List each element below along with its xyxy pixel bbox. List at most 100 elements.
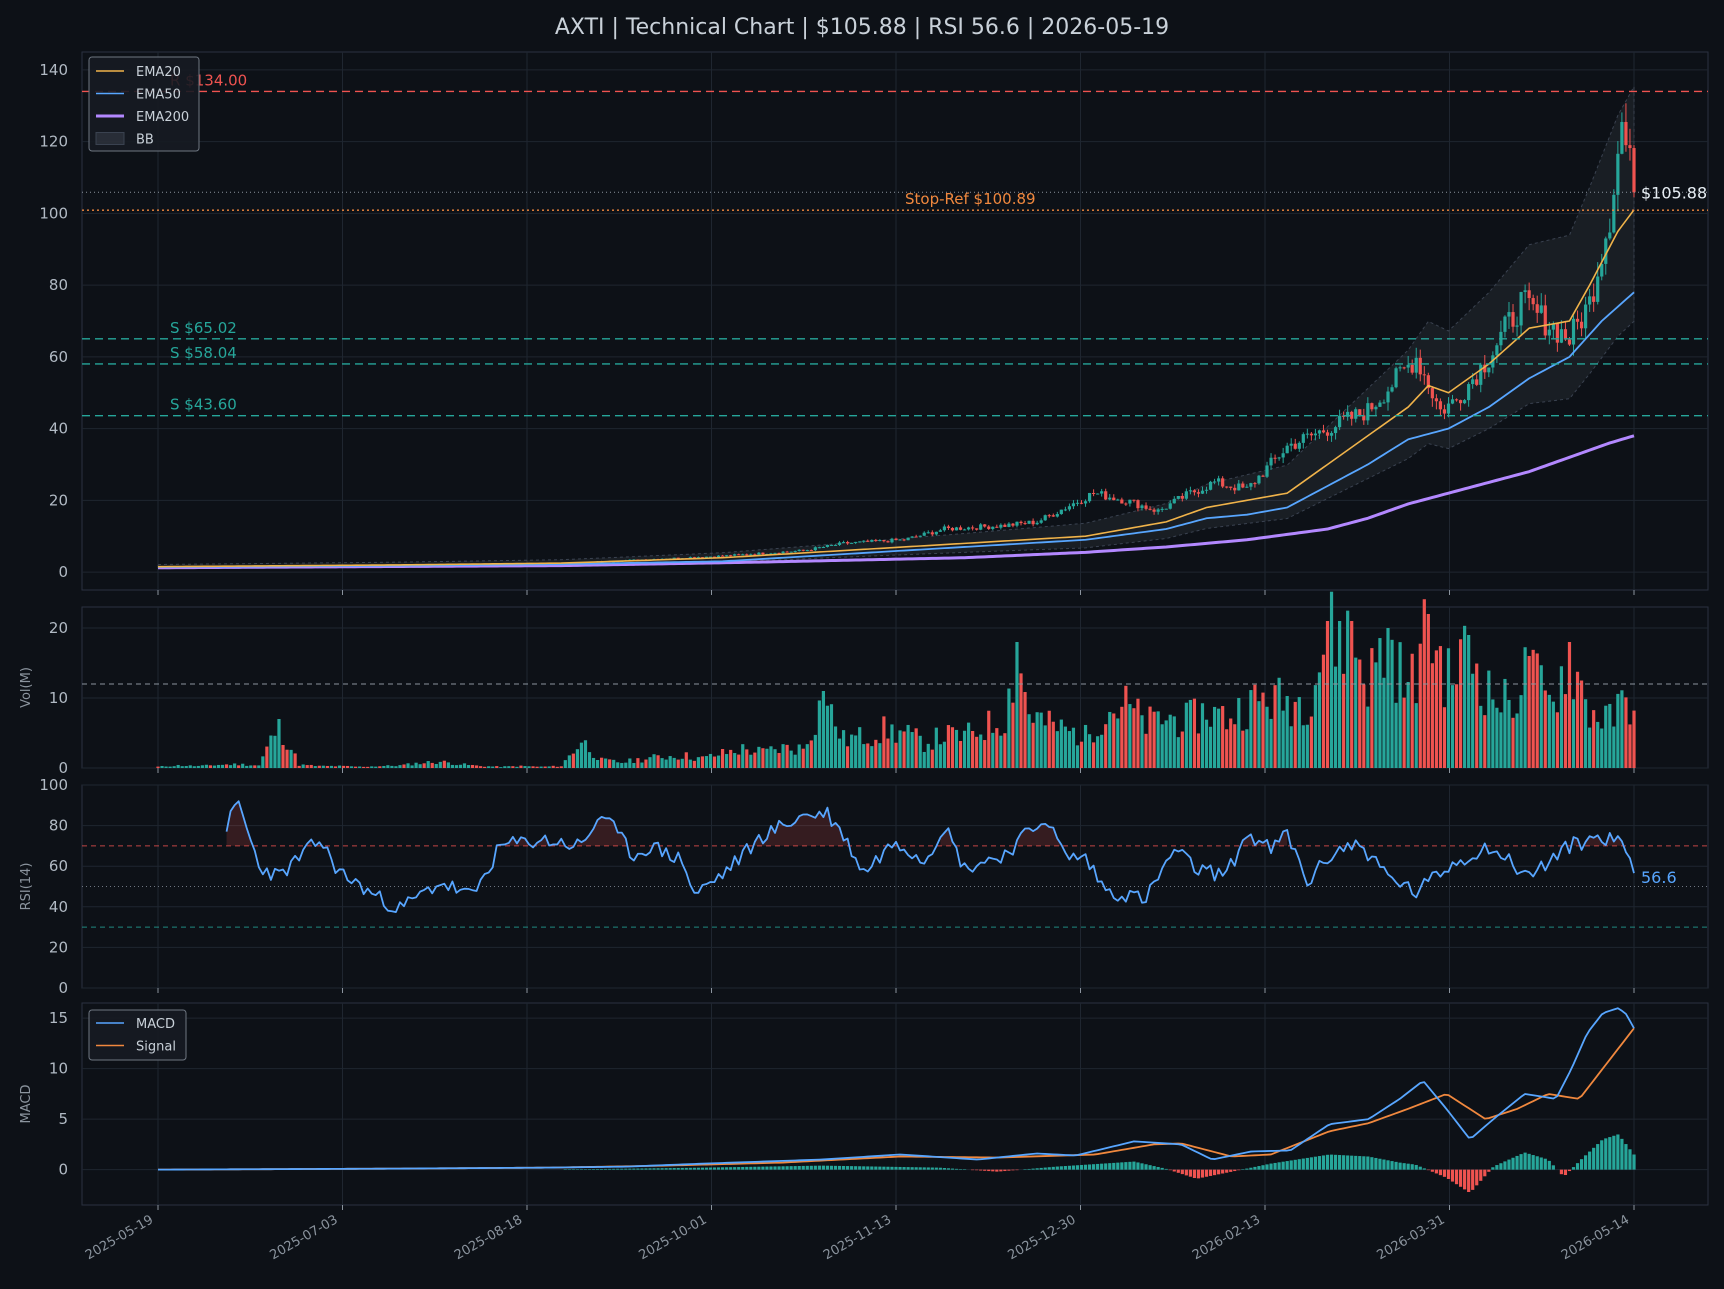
macd-hist-bar [1543, 1158, 1547, 1170]
macd-hist-bar [696, 1167, 700, 1170]
volume-bar [571, 753, 575, 768]
macd-hist-bar [1616, 1134, 1620, 1170]
legend-label: EMA50 [136, 88, 181, 103]
volume-bar [1221, 706, 1225, 768]
macd-hist-bar [995, 1169, 999, 1172]
volume-bar [208, 765, 213, 768]
volume-bar [313, 766, 317, 768]
volume-bar [527, 766, 531, 768]
candle-body [1612, 194, 1616, 233]
volume-bar [370, 766, 374, 768]
macd-hist-bar [833, 1165, 838, 1170]
volume-bar [1527, 656, 1531, 768]
candle-body [946, 526, 951, 528]
candle-body [708, 556, 713, 558]
volume-bar [640, 762, 644, 768]
legend-box [88, 56, 200, 152]
candle-body [1200, 490, 1205, 494]
macd-hist-bar [1515, 1155, 1519, 1170]
macd-hist-bar [975, 1169, 979, 1171]
candle-body [1390, 387, 1394, 392]
macd-hist-bar [620, 1168, 624, 1170]
volume-bar [1394, 702, 1398, 768]
volume-bar [1442, 707, 1447, 768]
price-y-tick-label: 0 [58, 563, 68, 581]
rsi-overbought-fill [1016, 823, 1062, 846]
macd-hist-bar [841, 1165, 846, 1170]
volume-bar [910, 732, 914, 768]
volume-bar [1547, 694, 1551, 768]
volume-bar [1503, 678, 1507, 768]
candle-body [1031, 520, 1035, 525]
volume-bar [668, 756, 672, 768]
macd-hist-bar [1027, 1168, 1031, 1170]
candle-body [733, 554, 737, 556]
candle-body [1467, 384, 1471, 401]
macd-hist-bar [837, 1165, 842, 1170]
macd-hist-bar [862, 1166, 866, 1170]
volume-bar [434, 763, 438, 768]
candle-body [1507, 312, 1511, 317]
candle-body [749, 554, 753, 556]
level-label-support: S $43.60 [170, 396, 237, 414]
volume-bar [841, 730, 846, 768]
volume-bar [1406, 681, 1410, 768]
volume-bar [587, 752, 592, 768]
volume-bar [1120, 706, 1124, 768]
rsi-overbought-fill [754, 807, 848, 846]
volume-bar [519, 765, 523, 768]
macd-hist-bar [1535, 1156, 1539, 1170]
legend-label: EMA200 [136, 110, 189, 125]
macd-hist-bar [741, 1166, 745, 1170]
legend-label: BB [136, 133, 154, 148]
macd-hist-bar [1245, 1168, 1249, 1170]
volume-bar [583, 740, 588, 768]
macd-hist-bar [600, 1168, 604, 1170]
candle-body [720, 555, 725, 557]
volume-bar [652, 754, 656, 768]
candle-body [1442, 409, 1447, 414]
macd-hist-bar [1434, 1169, 1438, 1174]
volume-bar [866, 743, 870, 768]
candle-body [793, 550, 797, 552]
candle-body [1253, 483, 1257, 485]
volume-bar [1241, 730, 1245, 768]
rsi-overbought-fill [496, 836, 530, 846]
macd-hist-bar [1539, 1157, 1543, 1170]
volume-bar [1281, 710, 1285, 768]
candle-body [1325, 432, 1330, 436]
candle-body [1180, 496, 1184, 499]
candle-body [777, 552, 781, 554]
macd-hist-bar [1168, 1169, 1172, 1171]
macd-hist-bar [971, 1169, 975, 1171]
candle-body [1346, 411, 1350, 417]
rsi-y-tick-label: 20 [49, 938, 68, 956]
volume-bar [253, 765, 257, 768]
macd-hist-bar [894, 1166, 898, 1170]
volume-bar [1467, 635, 1471, 768]
candle-body [1063, 509, 1067, 511]
volume-bar [1358, 659, 1362, 768]
volume-bar [692, 760, 696, 768]
volume-bar [793, 754, 797, 768]
volume-bar [224, 764, 229, 768]
volume-bar [172, 766, 176, 768]
macd-hist-bar [1144, 1164, 1148, 1170]
volume-bar [1176, 737, 1180, 768]
macd-hist-bar [1188, 1169, 1192, 1177]
volume-bar [345, 765, 350, 768]
volume-bar [309, 764, 313, 768]
volume-bar [1604, 705, 1608, 768]
volume-bar [1144, 733, 1148, 768]
candle-body [676, 557, 680, 559]
candle-body [1007, 523, 1011, 527]
candle-body [1317, 430, 1322, 434]
volume-bar [160, 766, 164, 768]
volume-bar [737, 754, 741, 768]
volume-bar [1067, 731, 1072, 768]
macd-hist-bar [595, 1169, 600, 1170]
volume-bar [394, 766, 398, 768]
volume-bar [196, 765, 200, 768]
macd-hist-bar [1624, 1144, 1628, 1170]
